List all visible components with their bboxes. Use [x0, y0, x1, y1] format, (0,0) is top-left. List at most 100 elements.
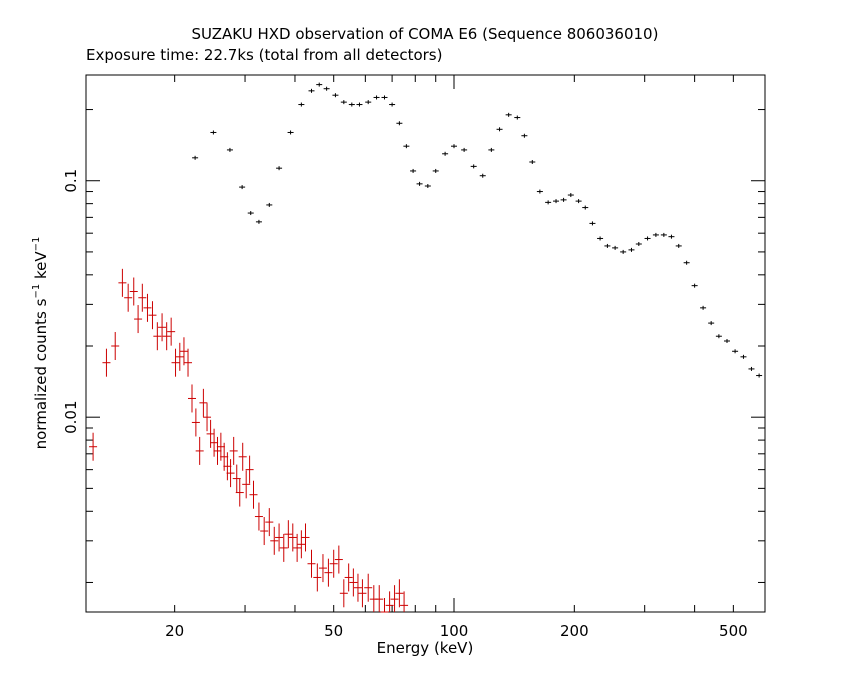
- data-point: [89, 432, 98, 461]
- data-point: [307, 549, 316, 578]
- data-point: [279, 533, 288, 562]
- data-point: [644, 236, 651, 241]
- data-point: [424, 183, 431, 188]
- x-tick-label: 100: [440, 622, 469, 640]
- data-point: [148, 301, 157, 330]
- data-point: [245, 455, 254, 484]
- data-point: [260, 517, 269, 546]
- x-tick-label: 200: [560, 622, 589, 640]
- data-point: [545, 200, 552, 205]
- data-point: [410, 168, 417, 173]
- data-series: [89, 82, 763, 613]
- y-tick-label: 0.1: [62, 169, 80, 193]
- data-point: [118, 268, 127, 297]
- data-point: [210, 428, 219, 457]
- data-point: [184, 348, 193, 377]
- x-tick-label: 500: [719, 622, 748, 640]
- data-point: [229, 436, 238, 465]
- data-point: [589, 221, 596, 226]
- data-point: [620, 249, 627, 254]
- data-point: [223, 452, 232, 481]
- data-point: [604, 243, 611, 248]
- data-point: [329, 549, 338, 578]
- data-point: [316, 82, 323, 87]
- data-point: [416, 181, 423, 186]
- data-point: [348, 102, 355, 107]
- data-point: [318, 554, 327, 583]
- data-point: [226, 147, 233, 152]
- y-tick-label: 0.01: [62, 400, 80, 433]
- x-tick-label: 50: [324, 622, 343, 640]
- data-point: [597, 236, 604, 241]
- data-point: [385, 591, 394, 612]
- axis-tick-labels: 20 50 100 200 500 0.1 0.01: [62, 169, 748, 640]
- data-point: [270, 526, 279, 555]
- y-axis-label-sup2: −1: [31, 237, 42, 252]
- data-point: [153, 322, 162, 351]
- data-point: [381, 95, 388, 100]
- data-point: [287, 130, 294, 135]
- data-point: [560, 197, 567, 202]
- data-point: [470, 164, 477, 169]
- data-point: [521, 133, 528, 138]
- data-point: [206, 419, 215, 448]
- chart-subtitle: Exposure time: 22.7ks (total from all de…: [86, 46, 442, 64]
- data-point: [293, 533, 302, 562]
- data-point: [203, 403, 212, 432]
- data-point: [102, 348, 111, 377]
- data-point: [158, 313, 167, 342]
- data-point: [254, 502, 263, 531]
- data-point: [353, 573, 362, 602]
- data-point: [529, 160, 536, 165]
- data-point: [740, 354, 747, 359]
- data-point: [380, 598, 389, 613]
- y-axis-label-mid: keV: [32, 251, 50, 284]
- data-point: [748, 366, 755, 371]
- data-point: [708, 321, 715, 326]
- data-point: [242, 470, 251, 499]
- data-point: [612, 245, 619, 250]
- data-point: [723, 338, 730, 343]
- axis-ticks: [86, 75, 766, 612]
- data-point: [167, 317, 176, 346]
- series-0: [192, 82, 763, 378]
- data-point: [301, 523, 310, 552]
- data-point: [403, 144, 410, 149]
- data-point: [284, 520, 293, 549]
- data-point: [691, 283, 698, 288]
- data-point: [356, 102, 363, 107]
- data-point: [297, 530, 306, 559]
- data-point: [373, 95, 380, 100]
- data-point: [288, 523, 297, 552]
- data-point: [567, 193, 574, 198]
- data-point: [191, 408, 200, 437]
- chart-title: SUZAKU HXD observation of COMA E6 (Seque…: [192, 25, 659, 43]
- data-point: [134, 305, 143, 334]
- data-point: [187, 384, 196, 413]
- data-point: [179, 337, 188, 366]
- data-point: [323, 86, 330, 91]
- data-point: [536, 189, 543, 194]
- data-point: [298, 102, 305, 107]
- x-tick-label: 20: [165, 622, 184, 640]
- data-point: [339, 579, 348, 608]
- data-point: [111, 332, 120, 361]
- data-point: [365, 100, 372, 105]
- data-point: [249, 480, 258, 509]
- data-point: [668, 234, 675, 239]
- data-point: [340, 100, 347, 105]
- data-point: [192, 155, 199, 160]
- data-point: [265, 508, 274, 537]
- data-point: [238, 442, 247, 471]
- data-point: [334, 545, 343, 574]
- data-point: [700, 305, 707, 310]
- series-1: [89, 268, 409, 613]
- data-point: [239, 185, 246, 190]
- data-point: [226, 459, 235, 488]
- y-axis-label-main: normalized counts s: [32, 298, 50, 449]
- data-point: [195, 436, 204, 465]
- data-point: [479, 173, 486, 178]
- data-point: [375, 585, 384, 612]
- data-point: [162, 322, 171, 351]
